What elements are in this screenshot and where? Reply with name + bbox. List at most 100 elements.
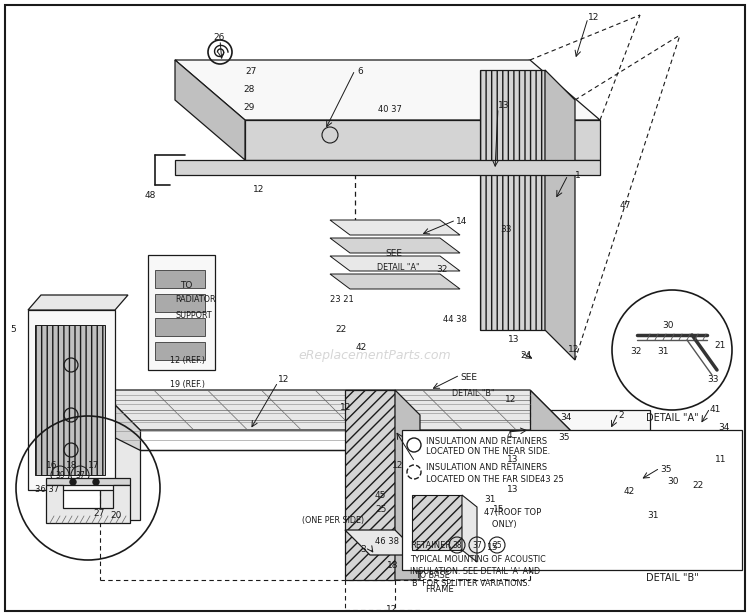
Text: TO: TO bbox=[180, 280, 192, 290]
Polygon shape bbox=[412, 495, 462, 550]
Polygon shape bbox=[545, 70, 575, 360]
Text: eReplacementParts.com: eReplacementParts.com bbox=[298, 349, 452, 362]
Text: 37: 37 bbox=[472, 540, 482, 549]
Text: DETAIL "B": DETAIL "B" bbox=[646, 573, 698, 583]
Bar bbox=[402, 430, 742, 570]
Text: 25: 25 bbox=[375, 506, 386, 514]
Text: 37: 37 bbox=[75, 471, 85, 479]
Text: 11: 11 bbox=[715, 455, 727, 464]
Text: 41: 41 bbox=[710, 405, 722, 415]
Text: 29: 29 bbox=[243, 103, 254, 113]
Text: 18: 18 bbox=[66, 461, 77, 471]
Polygon shape bbox=[155, 318, 205, 336]
Polygon shape bbox=[100, 430, 140, 520]
Text: 'B' FOR SPLITTER VARIATIONS.: 'B' FOR SPLITTER VARIATIONS. bbox=[410, 578, 530, 588]
Text: 30: 30 bbox=[662, 320, 674, 330]
Text: 1: 1 bbox=[575, 171, 580, 179]
Text: 22: 22 bbox=[335, 325, 346, 334]
Text: RADIATOR: RADIATOR bbox=[175, 296, 215, 304]
Text: 44 38: 44 38 bbox=[443, 315, 466, 325]
Text: 13: 13 bbox=[508, 336, 520, 344]
Text: 12: 12 bbox=[278, 376, 290, 384]
Polygon shape bbox=[395, 390, 420, 580]
Polygon shape bbox=[35, 325, 105, 475]
Text: 14: 14 bbox=[456, 217, 467, 227]
Text: 6: 6 bbox=[357, 68, 363, 76]
Circle shape bbox=[70, 479, 76, 485]
Text: 47: 47 bbox=[620, 200, 632, 209]
Text: 26: 26 bbox=[213, 33, 224, 43]
Text: 12: 12 bbox=[568, 346, 579, 354]
Text: INSULATION AND RETAINERS: INSULATION AND RETAINERS bbox=[426, 463, 547, 472]
Text: 31: 31 bbox=[484, 495, 496, 505]
Text: DETAIL "B": DETAIL "B" bbox=[452, 389, 495, 397]
Text: (ONE PER SIDE): (ONE PER SIDE) bbox=[302, 516, 364, 524]
Text: 40 37: 40 37 bbox=[378, 105, 402, 115]
Text: SEE: SEE bbox=[460, 373, 477, 383]
Polygon shape bbox=[100, 390, 140, 450]
Text: TO BASE: TO BASE bbox=[415, 570, 450, 580]
Text: 17: 17 bbox=[88, 461, 100, 471]
Text: 48: 48 bbox=[145, 190, 156, 200]
Polygon shape bbox=[330, 238, 460, 253]
Polygon shape bbox=[245, 120, 600, 160]
Text: 15: 15 bbox=[493, 506, 505, 514]
Text: 34: 34 bbox=[718, 424, 729, 432]
Polygon shape bbox=[480, 70, 545, 330]
Text: 12: 12 bbox=[588, 14, 599, 23]
Text: INSULATION AND RETAINERS: INSULATION AND RETAINERS bbox=[426, 437, 547, 445]
Text: LOCATED ON THE FAR SIDE.: LOCATED ON THE FAR SIDE. bbox=[426, 474, 543, 484]
Text: 15: 15 bbox=[487, 543, 499, 553]
Text: ONLY): ONLY) bbox=[484, 521, 517, 530]
Text: 5: 5 bbox=[10, 325, 16, 334]
Text: 32: 32 bbox=[436, 265, 447, 275]
Text: 25: 25 bbox=[492, 540, 502, 549]
Polygon shape bbox=[462, 495, 477, 562]
Polygon shape bbox=[148, 255, 215, 370]
Text: SUPPORT: SUPPORT bbox=[175, 310, 211, 320]
Text: 30: 30 bbox=[667, 477, 679, 487]
Circle shape bbox=[93, 479, 99, 485]
Polygon shape bbox=[100, 390, 570, 430]
Text: 28: 28 bbox=[243, 86, 254, 94]
Polygon shape bbox=[155, 270, 205, 288]
Polygon shape bbox=[345, 530, 420, 555]
Text: 12: 12 bbox=[392, 461, 404, 469]
Polygon shape bbox=[175, 60, 600, 120]
Text: 23 21: 23 21 bbox=[330, 296, 354, 304]
Text: 45: 45 bbox=[375, 490, 386, 500]
Polygon shape bbox=[28, 295, 128, 310]
Polygon shape bbox=[380, 430, 530, 530]
Polygon shape bbox=[530, 390, 570, 450]
Text: 46 38: 46 38 bbox=[375, 538, 399, 546]
Text: 27: 27 bbox=[93, 508, 104, 517]
Text: 4: 4 bbox=[507, 431, 513, 439]
Text: 19 (REF.): 19 (REF.) bbox=[170, 381, 205, 389]
Polygon shape bbox=[155, 294, 205, 312]
Text: 35: 35 bbox=[558, 434, 569, 442]
Text: 42: 42 bbox=[356, 344, 368, 352]
Text: INSULATION. SEE DETAIL 'A' AND: INSULATION. SEE DETAIL 'A' AND bbox=[410, 567, 540, 575]
Text: 18: 18 bbox=[387, 561, 398, 570]
Polygon shape bbox=[175, 60, 245, 160]
Text: DETAIL "A": DETAIL "A" bbox=[646, 413, 698, 423]
Text: 31: 31 bbox=[647, 511, 658, 519]
Text: TYPICAL MOUNTING OF ACOUSTIC: TYPICAL MOUNTING OF ACOUSTIC bbox=[410, 554, 546, 564]
Text: 12: 12 bbox=[340, 403, 351, 413]
Text: 42: 42 bbox=[624, 487, 635, 496]
Polygon shape bbox=[46, 478, 130, 485]
Text: 3: 3 bbox=[360, 546, 366, 554]
Text: 13: 13 bbox=[507, 455, 518, 464]
Text: 36 37: 36 37 bbox=[35, 485, 59, 495]
Text: SEE: SEE bbox=[385, 248, 402, 257]
Text: 32: 32 bbox=[630, 347, 641, 357]
Text: 12: 12 bbox=[253, 185, 264, 195]
Text: LOCATED ON THE NEAR SIDE.: LOCATED ON THE NEAR SIDE. bbox=[426, 447, 550, 456]
Text: 16: 16 bbox=[46, 461, 58, 471]
Text: FRAME: FRAME bbox=[425, 585, 454, 594]
Text: 33: 33 bbox=[707, 376, 718, 384]
Polygon shape bbox=[330, 256, 460, 271]
Polygon shape bbox=[28, 310, 115, 490]
Text: 21: 21 bbox=[714, 341, 725, 349]
Polygon shape bbox=[430, 410, 650, 540]
